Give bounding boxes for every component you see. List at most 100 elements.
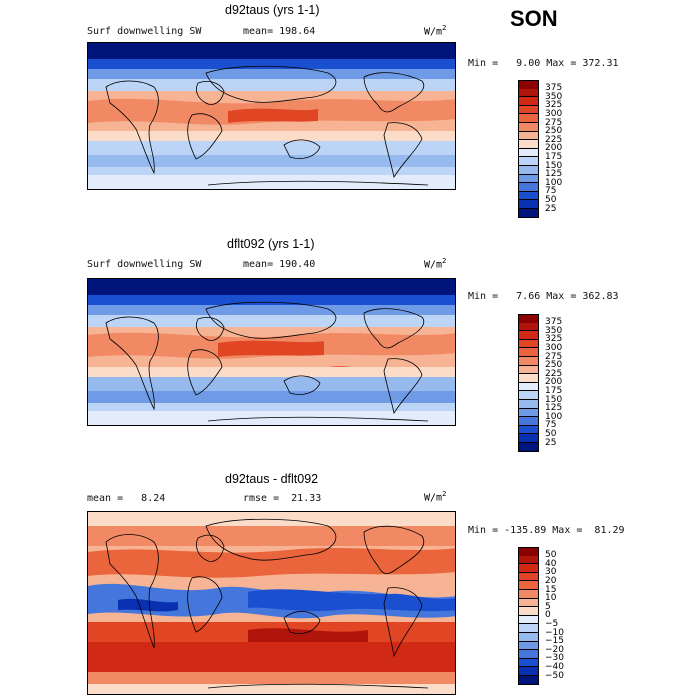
colorbar-swatch [518, 443, 539, 452]
colorbar-swatch [518, 331, 539, 340]
colorbar-tick-label: 40 [545, 558, 557, 569]
colorbar-tick-label: 325 [545, 100, 563, 111]
colorbar-tick-label: 375 [545, 83, 563, 94]
colorbar-swatch [518, 400, 539, 409]
panel3-map [87, 511, 456, 695]
colorbar-tick-label: 100 [545, 411, 563, 422]
panel2-map-svg [88, 279, 455, 425]
panel2-units: W/m2 [424, 257, 447, 271]
colorbar-swatch [518, 615, 539, 625]
panel2-minmax: Min = 7.66 Max = 362.83 [468, 291, 619, 302]
colorbar-swatch [518, 105, 539, 115]
colorbar-tick-label: 125 [545, 403, 563, 414]
panel1-map-svg [88, 43, 455, 189]
colorbar-swatch [518, 607, 539, 616]
panel1-title: d92taus (yrs 1-1) [225, 3, 320, 17]
colorbar-swatch [518, 183, 539, 192]
panel1-map [87, 42, 456, 190]
colorbar-tick-label: 325 [545, 334, 563, 345]
colorbar-swatch [518, 88, 539, 98]
panel2-mean: mean= 190.40 [243, 259, 316, 270]
colorbar-swatch [518, 633, 539, 642]
colorbar-tick-label: 350 [545, 91, 563, 102]
colorbar-swatch [518, 650, 539, 659]
panel3-minmax: Min = -135.89 Max = 81.29 [468, 525, 625, 536]
colorbar-swatch [518, 417, 539, 426]
colorbar-swatch [518, 140, 539, 149]
panel1-units: W/m2 [424, 24, 447, 38]
colorbar-tick-label: 5 [545, 601, 551, 612]
colorbar-tick-label: 275 [545, 351, 563, 362]
colorbar-swatch [518, 123, 539, 132]
panel1-variable: Surf downwelling SW [87, 26, 202, 37]
colorbar-tick-label: −5 [545, 618, 559, 629]
colorbar-swatch [518, 408, 539, 418]
colorbar-tick-label: 15 [545, 584, 557, 595]
colorbar-tick-label: 25 [545, 437, 557, 448]
panel3-rmse: rmse = 21.33 [243, 493, 322, 504]
colorbar-swatch [518, 555, 539, 565]
colorbar-swatch [518, 166, 539, 175]
colorbar-swatch [518, 581, 539, 590]
colorbar-tick-label: 0 [545, 610, 551, 621]
colorbar-tick-label: 25 [545, 203, 557, 214]
colorbar-swatch [518, 365, 539, 375]
colorbar-swatch [518, 425, 539, 435]
colorbar-tick-label: 250 [545, 126, 563, 137]
colorbar-swatch [518, 148, 539, 158]
colorbar-tick-label: −15 [545, 636, 564, 647]
colorbar-tick-label: 20 [545, 575, 557, 586]
colorbar-swatch [518, 200, 539, 209]
colorbar-tick-label: 10 [545, 593, 557, 604]
colorbar-tick-label: 350 [545, 325, 563, 336]
colorbar-swatch [518, 157, 539, 166]
colorbar-tick-label: 375 [545, 317, 563, 328]
colorbar-tick-label: 125 [545, 169, 563, 180]
colorbar-tick-label: 200 [545, 377, 563, 388]
colorbar-swatch [518, 97, 539, 106]
colorbar-tick-label: 100 [545, 177, 563, 188]
colorbar-tick-label: 75 [545, 420, 557, 431]
colorbar-tick-label: 150 [545, 394, 563, 405]
colorbar-swatch [518, 590, 539, 599]
colorbar-swatch [518, 658, 539, 668]
colorbar-swatch [518, 114, 539, 123]
colorbar-swatch [518, 348, 539, 357]
colorbar-tick-label: 50 [545, 550, 557, 561]
colorbar-tick-label: 50 [545, 194, 557, 205]
colorbar-swatch [518, 382, 539, 392]
colorbar-swatch [518, 434, 539, 443]
colorbar-swatch [518, 676, 539, 685]
season-label: SON [510, 6, 558, 31]
colorbar-tick-label: 175 [545, 151, 563, 162]
colorbar-swatch [518, 572, 539, 582]
colorbar-tick-label: 300 [545, 342, 563, 353]
panel3-title: d92taus - dflt092 [225, 472, 319, 486]
colorbar-tick-label: 30 [545, 567, 557, 578]
colorbar-swatch [518, 624, 539, 633]
panel2-map [87, 278, 456, 426]
colorbar-tick-label: −10 [545, 627, 564, 638]
colorbar-swatch [518, 641, 539, 651]
colorbar-tick-label: −20 [545, 644, 564, 655]
panel3-units: W/m2 [424, 490, 447, 504]
panel1-minmax: Min = 9.00 Max = 372.31 [468, 58, 619, 69]
colorbar-swatch [518, 131, 539, 141]
colorbar-swatch [518, 174, 539, 184]
colorbar-tick-label: 150 [545, 160, 563, 171]
colorbar-swatch [518, 339, 539, 349]
colorbar-swatch [518, 322, 539, 332]
panel2-title: dflt092 (yrs 1-1) [227, 237, 315, 251]
colorbar-tick-label: 275 [545, 117, 563, 128]
colorbar-swatch [518, 598, 539, 608]
colorbar-tick-label: 250 [545, 360, 563, 371]
colorbar-tick-label: 300 [545, 108, 563, 119]
colorbar-swatch [518, 191, 539, 201]
colorbar-tick-label: 225 [545, 134, 563, 145]
colorbar-tick-label: 225 [545, 368, 563, 379]
colorbar-swatch [518, 667, 539, 676]
colorbar-tick-label: −40 [545, 661, 564, 672]
colorbar-swatch [518, 357, 539, 366]
colorbar-tick-label: −30 [545, 653, 564, 664]
colorbar-tick-label: 75 [545, 186, 557, 197]
